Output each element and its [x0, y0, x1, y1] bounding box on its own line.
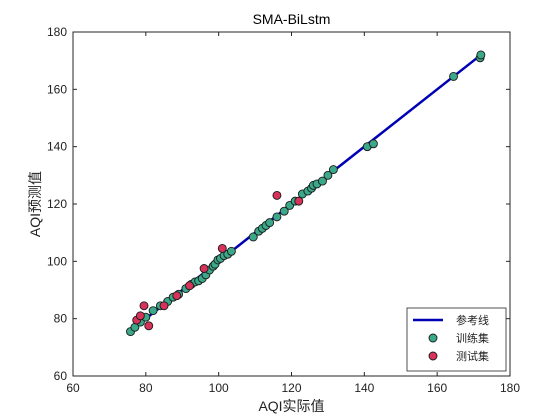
y-tick-label: 140: [47, 140, 67, 154]
y-tick-label: 120: [47, 197, 67, 211]
legend-label-test: 测试集: [456, 349, 489, 363]
y-axis-label: AQI预测值: [27, 171, 43, 237]
training-point: [318, 176, 327, 186]
legend-label-training: 训练集: [456, 331, 489, 345]
x-tick-label: 160: [427, 381, 447, 395]
series-layer: [126, 50, 486, 337]
training-point: [265, 218, 275, 228]
test-point: [185, 281, 194, 291]
x-tick-label: 60: [66, 381, 80, 395]
test-point: [294, 196, 304, 206]
test-point: [172, 291, 182, 301]
test-point: [159, 301, 169, 311]
x-axis-ticks: 60 80 100 120 140 160 180: [66, 32, 520, 395]
y-tick-label: 160: [47, 82, 67, 96]
x-axis-label: AQI实际值: [258, 398, 324, 414]
y-tick-label: 180: [47, 25, 67, 39]
chart-title: SMA-BiLstm: [253, 11, 331, 27]
x-tick-label: 80: [139, 381, 153, 395]
x-tick-label: 140: [354, 381, 374, 395]
test-point: [272, 190, 282, 200]
y-tick-label: 80: [54, 312, 68, 326]
training-point: [248, 232, 258, 242]
test-point: [135, 311, 145, 321]
legend: 参考线 训练集 测试集: [406, 307, 507, 372]
test-point: [139, 301, 149, 311]
training-point: [148, 306, 158, 316]
legend-label-reference-line: 参考线: [456, 313, 489, 327]
test-point: [199, 264, 209, 273]
legend-box: [406, 307, 507, 372]
x-tick-label: 180: [500, 381, 520, 395]
training-point: [226, 246, 236, 256]
training-point: [368, 139, 378, 149]
training-point: [449, 71, 459, 81]
training-point: [476, 50, 486, 60]
test-point: [217, 243, 227, 253]
legend-swatch-training: [428, 333, 438, 343]
y-tick-label: 60: [54, 369, 68, 383]
x-tick-label: 120: [281, 381, 301, 395]
training-point: [272, 212, 282, 222]
y-axis-ticks: 60 80 100 120 140 160 180: [47, 25, 510, 383]
training-point: [323, 170, 333, 180]
y-tick-label: 100: [47, 254, 67, 268]
training-point: [279, 206, 289, 216]
legend-swatch-test: [428, 351, 438, 361]
test-point: [144, 321, 154, 331]
training-point: [328, 165, 338, 175]
x-tick-label: 100: [209, 381, 229, 395]
